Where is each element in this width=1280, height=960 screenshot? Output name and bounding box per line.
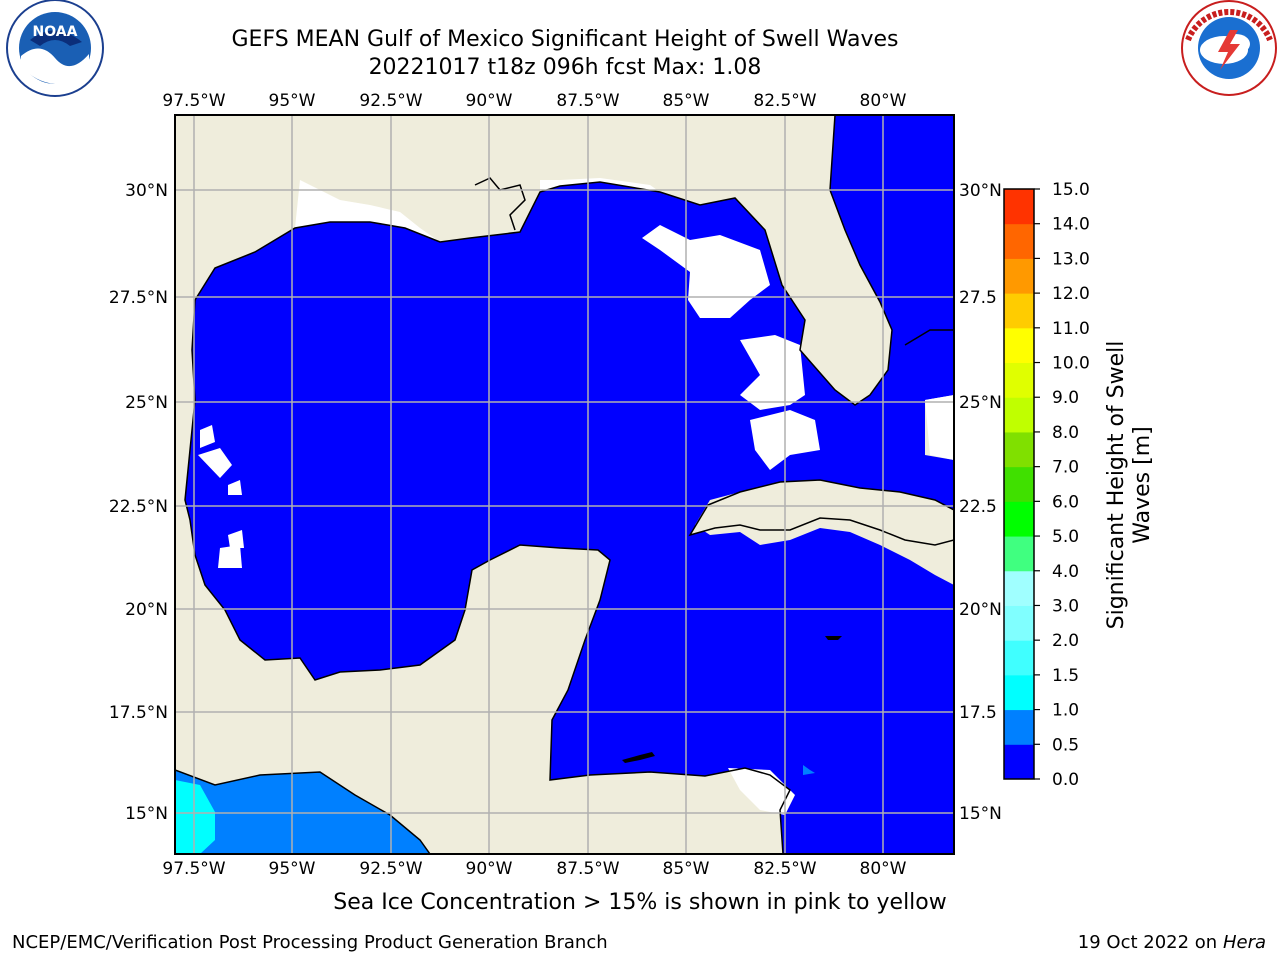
lon-tick: 90°W bbox=[466, 91, 513, 111]
no-data-patches bbox=[198, 178, 954, 815]
lon-ticks-bottom: 97.5°W 95°W 92.5°W 90°W 87.5°W 85°W 82.5… bbox=[162, 859, 906, 879]
lon-tick: 82.5°W bbox=[753, 91, 816, 111]
lon-tick: 95°W bbox=[269, 91, 316, 111]
lat-tick: 15°N bbox=[959, 804, 1002, 824]
colorbar-segment bbox=[1004, 674, 1034, 711]
footer-credit: NCEP/EMC/Verification Post Processing Pr… bbox=[12, 932, 608, 953]
colorbar-segment bbox=[1004, 431, 1034, 468]
colorbar-segment bbox=[1004, 293, 1034, 329]
lon-ticks-top: 97.5°W 95°W 92.5°W 90°W 87.5°W 85°W 82.5… bbox=[162, 91, 906, 111]
colorbar-tick-label: 14.0 bbox=[1052, 215, 1090, 235]
sea-ice-note: Sea Ice Concentration > 15% is shown in … bbox=[333, 890, 947, 915]
colorbar-tick-label: 4.0 bbox=[1052, 562, 1079, 582]
footer-system: Hera bbox=[1222, 932, 1266, 953]
colorbar-segment bbox=[1004, 327, 1034, 364]
colorbar-tick-label: 6.0 bbox=[1052, 492, 1079, 512]
colorbar-segment bbox=[1004, 189, 1034, 225]
chart-subtitle: 20221017 t18z 096h fcst Max: 1.08 bbox=[368, 55, 762, 80]
colorbar-segment bbox=[1004, 258, 1034, 294]
colorbar-tick-label: 2.0 bbox=[1052, 631, 1079, 651]
colorbar-tick-label: 0.5 bbox=[1052, 735, 1079, 755]
colorbar-tick-label: 1.0 bbox=[1052, 701, 1079, 721]
colorbar-label-line1: Significant Height of Swell bbox=[1104, 341, 1129, 630]
colorbar-segment bbox=[1004, 466, 1034, 502]
colorbar-tick-label: 9.0 bbox=[1052, 388, 1079, 408]
lat-tick: 22.5°N bbox=[109, 497, 168, 517]
lon-tick: 97.5°W bbox=[162, 859, 225, 879]
colorbar-segment bbox=[1004, 501, 1034, 537]
map-frame bbox=[174, 114, 955, 855]
lat-tick: 20°N bbox=[125, 600, 168, 620]
footer-date: 19 Oct 2022 on Hera bbox=[1078, 932, 1266, 953]
lat-tick: 30°N bbox=[125, 181, 168, 201]
lon-tick: 85°W bbox=[663, 91, 710, 111]
lat-tick: 30°N bbox=[959, 181, 1002, 201]
lon-tick: 92.5°W bbox=[359, 91, 422, 111]
gulf-ocean bbox=[185, 115, 954, 854]
colorbar-tick-label: 8.0 bbox=[1052, 423, 1079, 443]
lon-tick: 85°W bbox=[663, 859, 710, 879]
lon-tick: 90°W bbox=[466, 859, 513, 879]
lat-tick: 20°N bbox=[959, 600, 1002, 620]
lon-tick: 80°W bbox=[860, 859, 907, 879]
colorbar-tick-label: 13.0 bbox=[1052, 249, 1090, 269]
colorbar-tick-label: 3.0 bbox=[1052, 596, 1079, 616]
nws-logo bbox=[1181, 0, 1277, 96]
colorbar-segment bbox=[1004, 397, 1034, 433]
colorbar-segment bbox=[1004, 744, 1034, 780]
colorbar-segment bbox=[1004, 536, 1034, 572]
svg-text:NOAA: NOAA bbox=[33, 24, 78, 40]
colorbar-tick-label: 15.0 bbox=[1052, 180, 1090, 200]
colorbar-segment bbox=[1004, 223, 1034, 259]
colorbar-tick-label: 7.0 bbox=[1052, 458, 1079, 478]
colorbar-label-line2: Waves [m] bbox=[1130, 426, 1155, 543]
colorbar-segment bbox=[1004, 709, 1034, 745]
lat-tick: 27.5 bbox=[959, 288, 997, 308]
lat-tick: 27.5°N bbox=[109, 288, 168, 308]
pacific-ocean bbox=[175, 770, 430, 854]
footer-date-text: 19 Oct 2022 on bbox=[1077, 932, 1218, 953]
noaa-logo: NOAA bbox=[6, 0, 104, 97]
lon-tick: 95°W bbox=[269, 859, 316, 879]
colorbar-tick-label: 1.5 bbox=[1052, 666, 1079, 686]
colorbar-tick-label: 0.0 bbox=[1052, 770, 1079, 790]
colorbar-label: Significant Height of Swell Waves [m] bbox=[1104, 341, 1155, 630]
colorbar-tick-label: 10.0 bbox=[1052, 354, 1090, 374]
colorbar-segment bbox=[1004, 605, 1034, 641]
colorbar-ticks: 0.0 0.5 1.0 1.5 2.0 3.0 4.0 5.0 6.0 7.0 8.0 9.0 10.0… bbox=[1034, 180, 1090, 790]
lon-tick: 82.5°W bbox=[753, 859, 816, 879]
lon-tick: 92.5°W bbox=[359, 859, 422, 879]
lat-ticks-right: 30°N 27.5 25°N 22.5 20°N 17.5 15°N bbox=[959, 181, 1002, 824]
lat-ticks-left: 30°N 27.5°N 25°N 22.5°N 20°N 17.5°N 15°N bbox=[109, 181, 168, 824]
lat-tick: 22.5 bbox=[959, 497, 997, 517]
lon-tick: 87.5°W bbox=[556, 859, 619, 879]
lat-tick: 15°N bbox=[125, 804, 168, 824]
colorbar-segment bbox=[1004, 640, 1034, 676]
colorbar-tick-label: 12.0 bbox=[1052, 284, 1090, 304]
map-area bbox=[175, 115, 954, 854]
lat-tick: 17.5°N bbox=[109, 703, 168, 723]
lon-tick: 87.5°W bbox=[556, 91, 619, 111]
colorbar bbox=[1003, 188, 1035, 780]
lat-tick: 25°N bbox=[959, 393, 1002, 413]
coastlines bbox=[175, 115, 954, 854]
colorbar-tick-label: 11.0 bbox=[1052, 319, 1090, 339]
colorbar-segment bbox=[1004, 570, 1034, 606]
lat-tick: 17.5 bbox=[959, 703, 997, 723]
chart-title: GEFS MEAN Gulf of Mexico Significant Hei… bbox=[231, 27, 899, 52]
cuba-land bbox=[688, 479, 954, 546]
colorbar-segment bbox=[1004, 362, 1034, 398]
colorbar-frame bbox=[1003, 188, 1035, 780]
lon-tick: 80°W bbox=[860, 91, 907, 111]
colorbar-tick-label: 5.0 bbox=[1052, 527, 1079, 547]
graticule bbox=[175, 115, 954, 854]
lon-tick: 97.5°W bbox=[162, 91, 225, 111]
lat-tick: 25°N bbox=[125, 393, 168, 413]
